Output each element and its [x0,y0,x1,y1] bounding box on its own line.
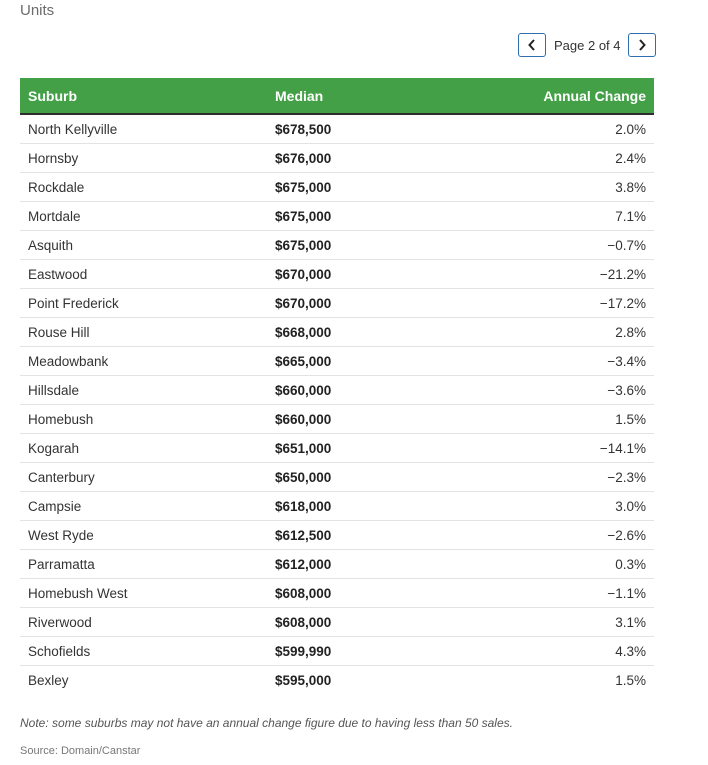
annual-change-cell: −3.6% [467,375,654,405]
annual-change-cell: −0.7% [467,230,654,260]
median-cell: $660,000 [267,375,467,405]
table-row: Homebush $660,000 1.5% [20,404,654,434]
table-header-row: Suburb Median Annual Change [20,78,654,115]
table-row: North Kellyville $678,500 2.0% [20,114,654,144]
median-cell: $612,000 [267,549,467,579]
page-indicator: Page 2 of 4 [554,37,621,53]
annual-change-cell: 4.3% [467,636,654,666]
median-cell: $651,000 [267,433,467,463]
table-row: Hillsdale $660,000 −3.6% [20,375,654,405]
annual-change-cell: 0.3% [467,549,654,579]
suburb-cell: Hillsdale [20,375,267,405]
median-cell: $668,000 [267,317,467,347]
table-row: Riverwood $608,000 3.1% [20,607,654,637]
annual-change-cell: 1.5% [615,672,646,688]
footnote: Note: some suburbs may not have an annua… [20,716,513,730]
table-row: Canterbury $650,000 −2.3% [20,462,654,492]
suburb-cell: Homebush [20,404,267,434]
annual-change-cell: 2.8% [467,317,654,347]
median-cell: $675,000 [267,230,467,260]
annual-change-cell: 2.4% [467,143,654,173]
suburb-cell: Rouse Hill [20,317,267,347]
suburb-cell: Point Frederick [20,288,267,318]
suburb-cell: Rockdale [20,172,267,202]
suburb-cell: Bexley [28,672,69,688]
table-row: Schofields $599,990 4.3% [20,636,654,666]
median-cell: $670,000 [267,259,467,289]
column-header-annual-change[interactable]: Annual Change [467,78,654,115]
median-cell: $599,990 [267,636,467,666]
suburb-cell: Homebush West [20,578,267,608]
median-cell: $675,000 [267,172,467,202]
median-cell: $650,000 [267,462,467,492]
suburb-cell: Asquith [20,230,267,260]
suburb-cell: Riverwood [20,607,267,637]
median-cell: $595,000 [275,672,332,688]
table-row: Hornsby $676,000 2.4% [20,143,654,173]
table-row: Rockdale $675,000 3.8% [20,172,654,202]
section-heading: Units [20,2,55,19]
annual-change-cell: −1.1% [467,578,654,608]
annual-change-cell: −21.2% [467,259,654,289]
median-cell: $618,000 [267,491,467,521]
table-row: Eastwood $670,000 −21.2% [20,259,654,289]
annual-change-cell: 1.5% [467,404,654,434]
annual-change-cell: 2.0% [467,114,654,144]
median-cell: $676,000 [267,143,467,173]
annual-change-cell: −2.3% [467,462,654,492]
annual-change-cell: 3.8% [467,172,654,202]
column-header-suburb[interactable]: Suburb [20,78,267,115]
table-row: Mortdale $675,000 7.1% [20,201,654,231]
next-page-button[interactable] [627,33,656,57]
table-row: West Ryde $612,500 −2.6% [20,520,654,550]
table-row: Point Frederick $670,000 −17.2% [20,288,654,318]
suburb-cell: North Kellyville [20,114,267,144]
median-cell: $612,500 [267,520,467,550]
suburb-cell: Campsie [20,491,267,521]
previous-page-button[interactable] [518,33,546,57]
pagination: Page 2 of 4 [518,33,656,57]
suburb-cell: Eastwood [20,259,267,289]
suburb-median-table: Suburb Median Annual Change North Kellyv… [20,78,654,694]
suburb-cell: Hornsby [20,143,267,173]
suburb-cell: Parramatta [20,549,267,579]
suburb-cell: West Ryde [20,520,267,550]
chevron-left-icon [528,39,535,51]
table-row: Homebush West $608,000 −1.1% [20,578,654,608]
table-row: Parramatta $612,000 0.3% [20,549,654,579]
annual-change-cell: 3.1% [467,607,654,637]
median-cell: $675,000 [267,201,467,231]
median-cell: $678,500 [267,114,467,144]
median-cell: $670,000 [267,288,467,318]
annual-change-cell: −17.2% [467,288,654,318]
table-body: North Kellyville $678,500 2.0% Hornsby $676,… [20,114,654,694]
median-cell: $665,000 [267,346,467,376]
median-cell: $660,000 [267,404,467,434]
median-cell: $608,000 [267,607,467,637]
table-row: Kogarah $651,000 −14.1% [20,433,654,463]
suburb-cell: Schofields [20,636,267,666]
table-row: Bexley $595,000 1.5% [20,666,654,695]
annual-change-cell: 7.1% [467,201,654,231]
table-row: Rouse Hill $668,000 2.8% [20,317,654,347]
column-header-median[interactable]: Median [267,78,467,115]
suburb-cell: Mortdale [20,201,267,231]
table-row: Meadowbank $665,000 −3.4% [20,346,654,376]
suburb-cell: Kogarah [20,433,267,463]
table-row: Campsie $618,000 3.0% [20,491,654,521]
annual-change-cell: 3.0% [467,491,654,521]
source-credit: Source: Domain/Canstar [20,745,141,757]
annual-change-cell: −2.6% [467,520,654,550]
chevron-right-icon [638,39,646,51]
annual-change-cell: −3.4% [467,346,654,376]
suburb-cell: Meadowbank [20,346,267,376]
annual-change-cell: −14.1% [467,433,654,463]
suburb-cell: Canterbury [20,462,267,492]
table-row: Asquith $675,000 −0.7% [20,230,654,260]
median-cell: $608,000 [267,578,467,608]
